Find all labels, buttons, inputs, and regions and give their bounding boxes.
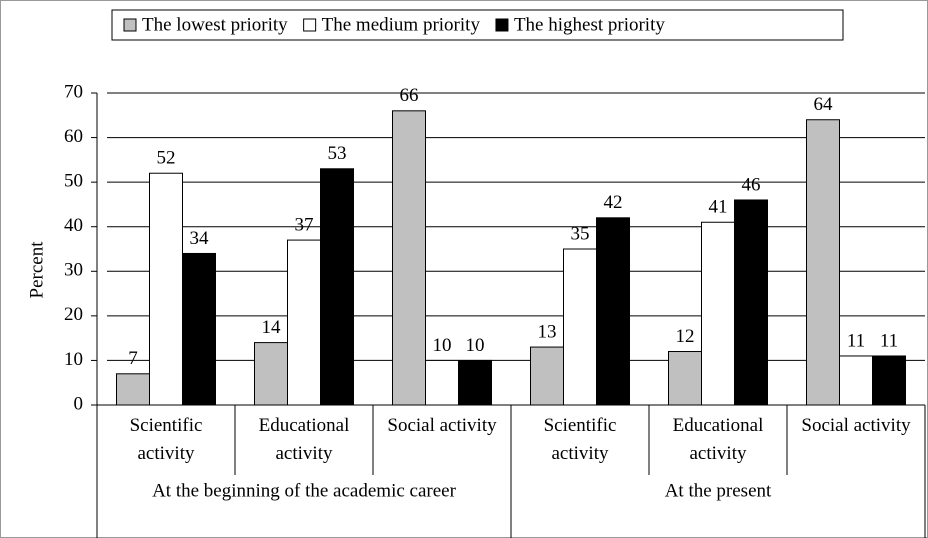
x-tick-label: Scientific activity bbox=[129, 415, 203, 464]
bar bbox=[563, 248, 597, 406]
data-label: 42 bbox=[604, 192, 623, 213]
bar bbox=[530, 346, 564, 406]
legend-box bbox=[111, 9, 844, 41]
x-tick-label: Scientific activity bbox=[543, 415, 617, 464]
bar bbox=[149, 172, 183, 406]
data-label: 64 bbox=[814, 94, 834, 115]
y-tick-label: 60 bbox=[64, 126, 83, 147]
data-label: 14 bbox=[262, 317, 282, 338]
data-label: 11 bbox=[880, 330, 898, 351]
legend-swatch bbox=[495, 18, 509, 32]
bar bbox=[116, 373, 150, 406]
x-tick-label: Social activity bbox=[387, 415, 497, 436]
legend-swatch bbox=[303, 18, 317, 32]
y-tick-label: 70 bbox=[64, 81, 83, 102]
bar bbox=[287, 239, 321, 406]
y-tick-label: 10 bbox=[64, 349, 83, 370]
bar bbox=[872, 355, 906, 406]
x-tick-label: Educational activity bbox=[672, 415, 764, 464]
data-label: 37 bbox=[295, 214, 314, 235]
x-tick-label: Educational activity bbox=[258, 415, 350, 464]
data-label: 34 bbox=[190, 228, 210, 249]
data-label: 35 bbox=[571, 223, 590, 244]
bar bbox=[254, 342, 288, 406]
bar bbox=[596, 217, 630, 406]
legend-label: The medium priority bbox=[322, 14, 481, 35]
y-axis-label: Percent bbox=[26, 241, 47, 299]
bar bbox=[806, 119, 840, 406]
x-tick-label: Social activity bbox=[801, 415, 911, 436]
data-label: 46 bbox=[742, 174, 761, 195]
data-label: 66 bbox=[400, 85, 419, 106]
y-tick-label: 40 bbox=[64, 215, 83, 236]
group-label: At the beginning of the academic career bbox=[152, 480, 457, 501]
legend-swatch bbox=[123, 18, 137, 32]
bar bbox=[425, 359, 459, 406]
bar bbox=[392, 110, 426, 406]
y-tick-label: 50 bbox=[64, 171, 83, 192]
legend-label: The lowest priority bbox=[142, 14, 288, 35]
bar bbox=[734, 199, 768, 406]
data-label: 10 bbox=[466, 335, 485, 356]
y-tick-label: 20 bbox=[64, 304, 83, 325]
data-label: 41 bbox=[709, 197, 728, 218]
bar bbox=[668, 351, 702, 406]
bar bbox=[320, 168, 354, 406]
bar bbox=[458, 359, 492, 406]
data-label: 7 bbox=[128, 348, 138, 369]
legend-label: The highest priority bbox=[514, 14, 665, 35]
data-label: 52 bbox=[157, 148, 176, 169]
bar bbox=[839, 355, 873, 406]
y-tick-label: 0 bbox=[74, 393, 84, 414]
group-label: At the present bbox=[665, 480, 772, 501]
bar bbox=[182, 252, 216, 406]
data-label: 53 bbox=[328, 143, 347, 164]
y-tick-label: 30 bbox=[64, 260, 83, 281]
data-label: 10 bbox=[433, 335, 452, 356]
bar bbox=[701, 221, 735, 406]
data-label: 11 bbox=[847, 330, 865, 351]
data-label: 13 bbox=[538, 321, 557, 342]
data-label: 12 bbox=[676, 326, 695, 347]
